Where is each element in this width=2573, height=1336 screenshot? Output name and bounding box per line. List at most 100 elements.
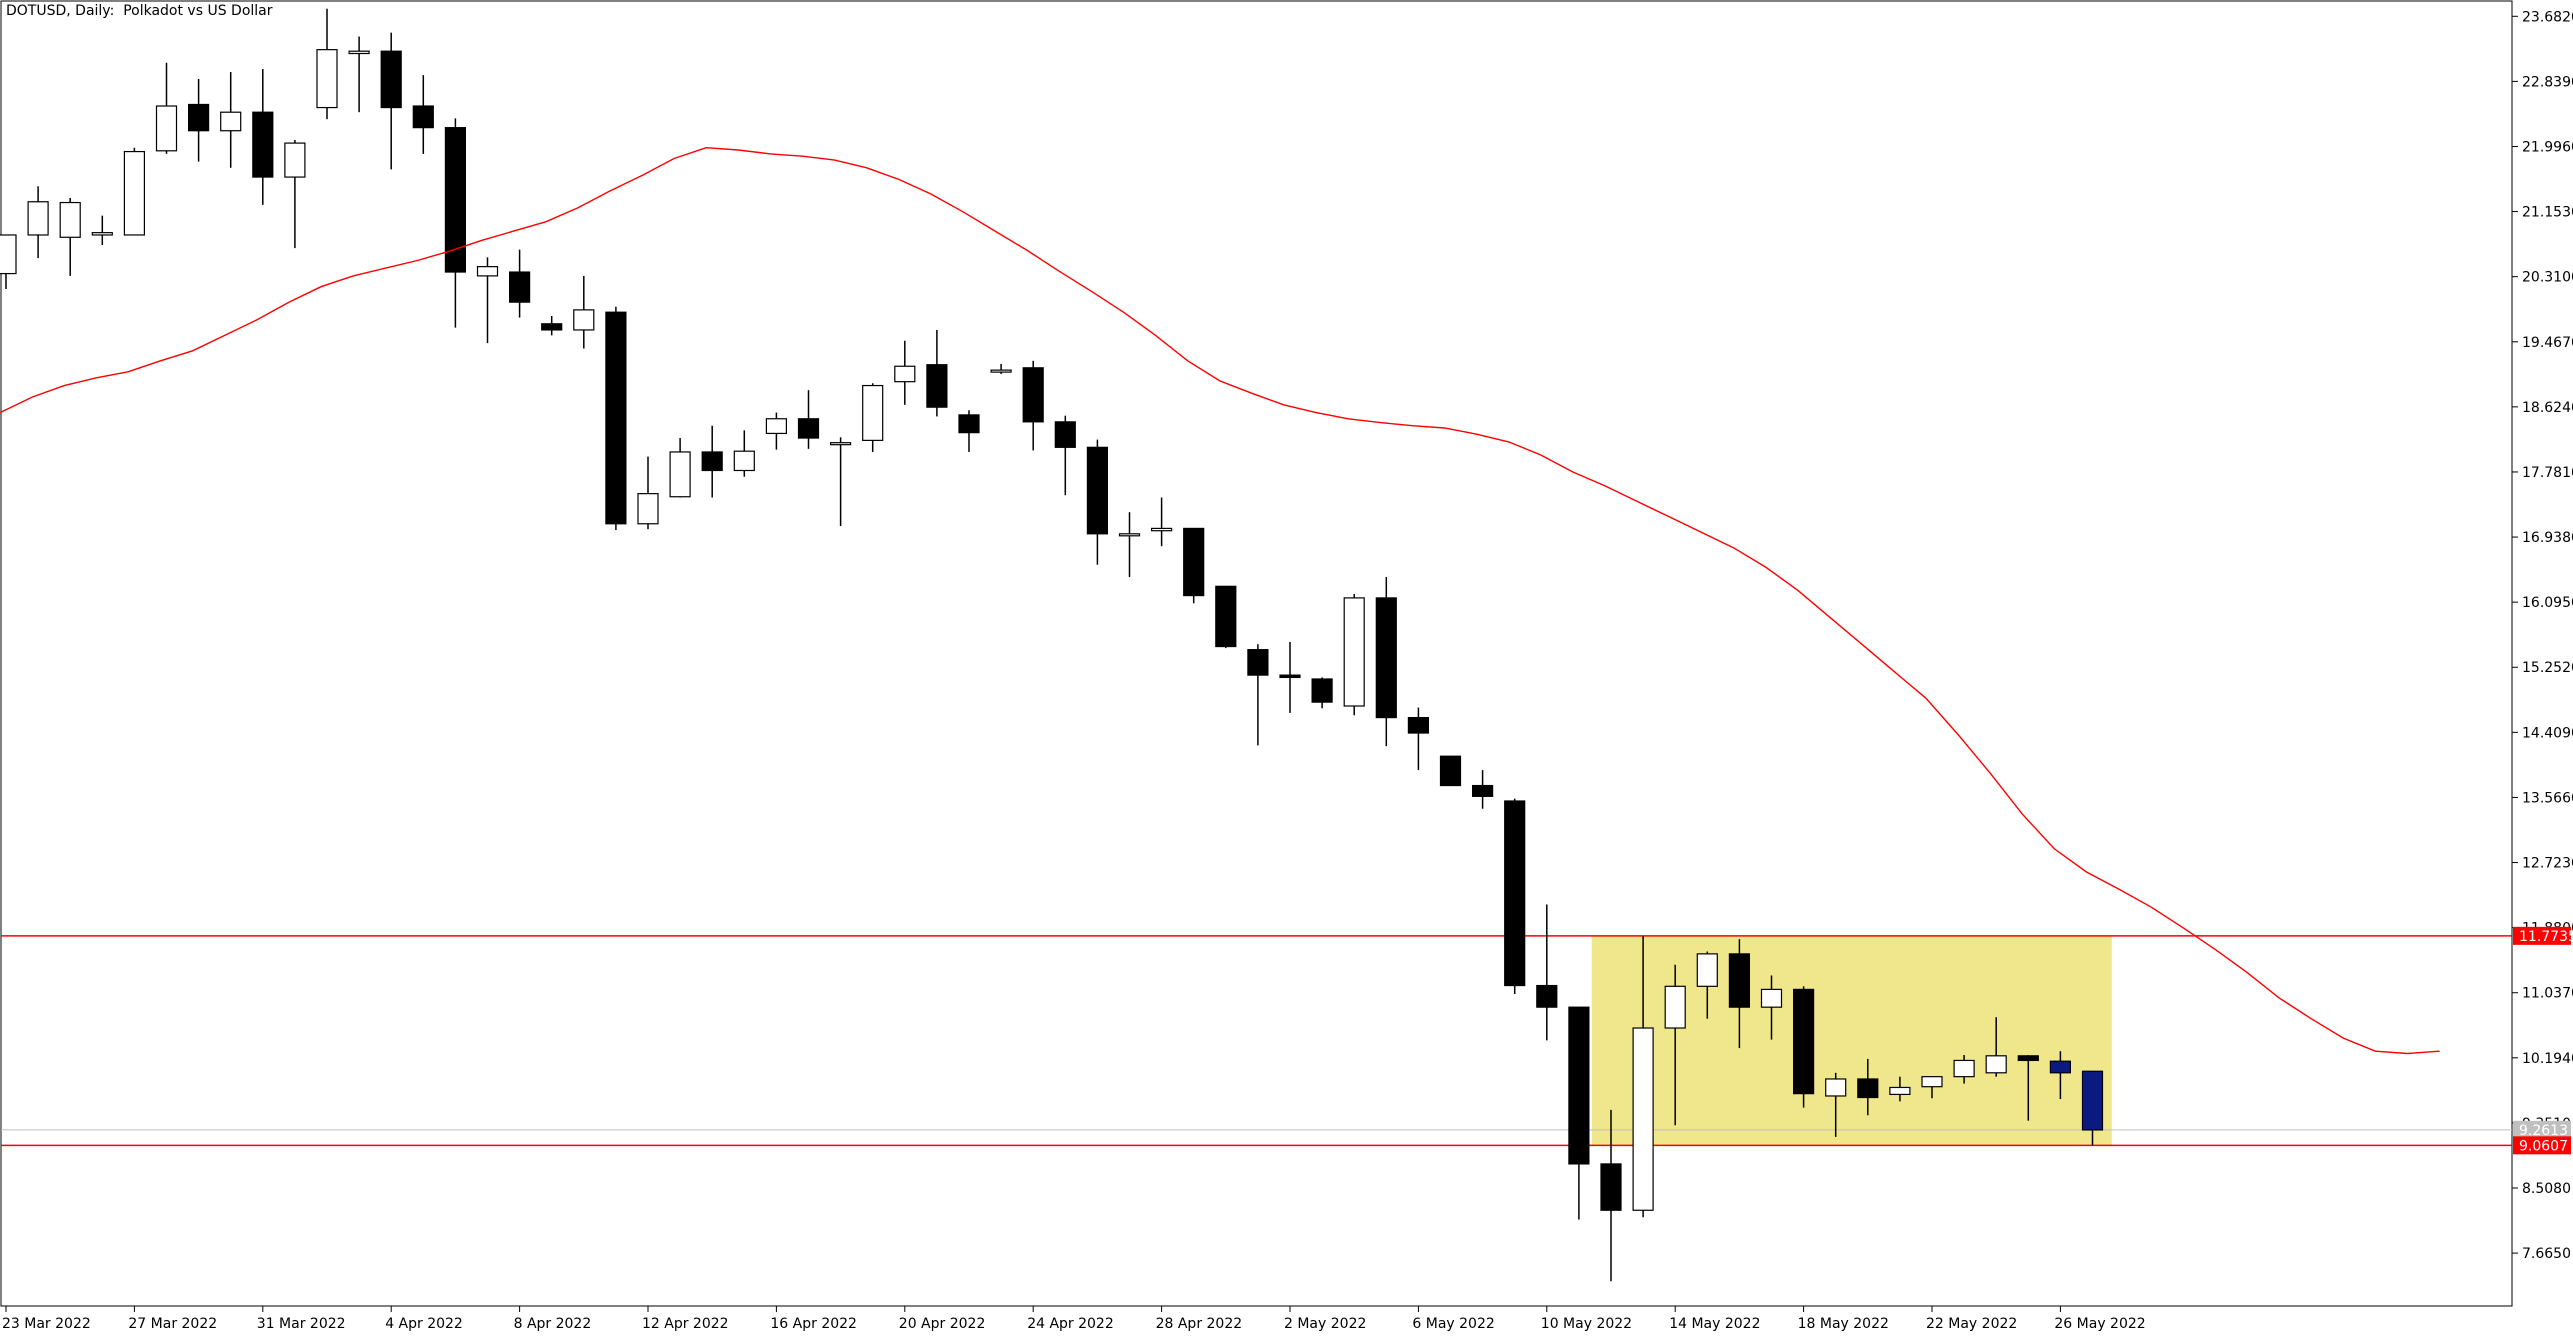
candle-body	[188, 103, 210, 132]
candle-body	[894, 365, 916, 383]
candle-body	[862, 384, 884, 441]
candle-body	[1407, 716, 1430, 734]
y-tick-label: 23.6820	[2522, 9, 2573, 25]
candle-body	[0, 234, 17, 275]
candle-body	[541, 323, 563, 331]
candle	[316, 8, 338, 120]
candle	[1183, 527, 1205, 604]
y-tick-label: 22.8390	[2522, 74, 2573, 90]
candle-body	[1375, 597, 1397, 719]
candle-body	[1985, 1055, 2007, 1074]
candle	[1118, 512, 1141, 578]
candle-body	[284, 142, 306, 178]
chart-title: DOTUSD, Daily: Polkadot vs US Dollar	[6, 3, 273, 19]
candle	[765, 412, 788, 450]
x-tick-label: 20 Apr 2022	[899, 1316, 986, 1332]
candle-body	[91, 232, 113, 236]
y-tick-label: 19.4670	[2522, 335, 2573, 351]
x-tick-label: 12 Apr 2022	[642, 1316, 729, 1332]
candle-body	[155, 105, 178, 152]
candle-body	[59, 201, 81, 238]
candle-body	[605, 311, 627, 525]
candle-body	[123, 150, 146, 236]
candle	[1600, 1109, 1622, 1282]
candle	[59, 197, 81, 276]
consolidation-zone-layer	[1591, 935, 2112, 1146]
x-tick-label: 23 Mar 2022	[2, 1316, 91, 1332]
candle	[1889, 1076, 1911, 1102]
candle-body	[1183, 527, 1205, 597]
y-tick-label: 17.7810	[2522, 465, 2573, 481]
y-tick-label: 13.5660	[2522, 790, 2573, 806]
candle-body	[2049, 1060, 2071, 1074]
x-tick-label: 8 Apr 2022	[514, 1316, 592, 1332]
candle	[1215, 585, 1237, 649]
candle-body	[669, 451, 691, 498]
candle	[220, 72, 242, 168]
candle-body	[1696, 953, 1718, 987]
candle-body	[1504, 800, 1526, 987]
candle-body	[316, 49, 338, 109]
candle-body	[1279, 674, 1301, 679]
candle-body	[1728, 953, 1751, 1008]
x-tick-label: 31 Mar 2022	[257, 1316, 346, 1332]
candle	[1279, 641, 1301, 713]
candle-body	[509, 271, 531, 303]
price-axis[interactable]: 23.6820 22.8390 21.9960 21.1530 20.3100 19.46…	[2512, 9, 2573, 1262]
candle-body	[797, 418, 820, 439]
candle	[252, 68, 274, 205]
candle-body	[252, 111, 274, 178]
y-tick-label: 7.6650	[2522, 1246, 2571, 1262]
consolidation-zone	[1591, 935, 2112, 1146]
candle	[509, 249, 531, 318]
candle-body	[1632, 1027, 1654, 1211]
candle-body	[1118, 533, 1141, 537]
candle	[284, 139, 306, 249]
y-tick-label: 21.1530	[2522, 205, 2573, 221]
candle	[926, 329, 948, 417]
candle	[669, 438, 691, 498]
candle	[1536, 904, 1558, 1041]
candle	[188, 78, 210, 162]
x-tick-label: 28 Apr 2022	[1156, 1316, 1243, 1332]
candle	[1985, 1017, 2007, 1077]
candle-body	[1022, 367, 1044, 423]
candle-body	[476, 266, 499, 277]
y-tick-label: 16.0950	[2522, 595, 2573, 611]
level-label-bg	[2513, 926, 2571, 945]
candle	[1792, 986, 1815, 1108]
candle-body	[1953, 1059, 1975, 1078]
candle-body	[1343, 597, 1365, 707]
x-tick-label: 16 Apr 2022	[770, 1316, 857, 1332]
x-tick-label: 4 Apr 2022	[385, 1316, 463, 1332]
candle	[2081, 1070, 2104, 1146]
candle-body	[573, 309, 595, 331]
candle	[862, 383, 884, 452]
candle-body	[1568, 1006, 1590, 1165]
candle-body	[2081, 1070, 2104, 1131]
candle	[348, 36, 370, 113]
candle	[1150, 497, 1173, 547]
candle	[0, 234, 17, 290]
candle	[1696, 951, 1718, 1019]
time-axis[interactable]: 23 Mar 2022 27 Mar 2022 31 Mar 2022 4 Apr 2…	[2, 1306, 2146, 1332]
x-tick-label: 18 May 2022	[1798, 1316, 1889, 1332]
y-tick-label: 21.9960	[2522, 139, 2573, 155]
candle	[894, 340, 916, 405]
x-tick-label: 24 Apr 2022	[1027, 1316, 1114, 1332]
candle	[2049, 1051, 2071, 1100]
candle-body	[1825, 1078, 1847, 1097]
y-tick-label: 15.2520	[2522, 660, 2573, 676]
candle-body	[380, 50, 402, 109]
candle-body	[1889, 1086, 1911, 1096]
candle	[1857, 1058, 1879, 1116]
candle	[412, 75, 434, 154]
candle	[27, 186, 49, 259]
candle-body	[1150, 527, 1173, 532]
x-tick-label: 27 Mar 2022	[128, 1316, 217, 1332]
candle	[1953, 1055, 1975, 1084]
candle-body	[1471, 784, 1494, 797]
candle-body	[1086, 446, 1109, 535]
